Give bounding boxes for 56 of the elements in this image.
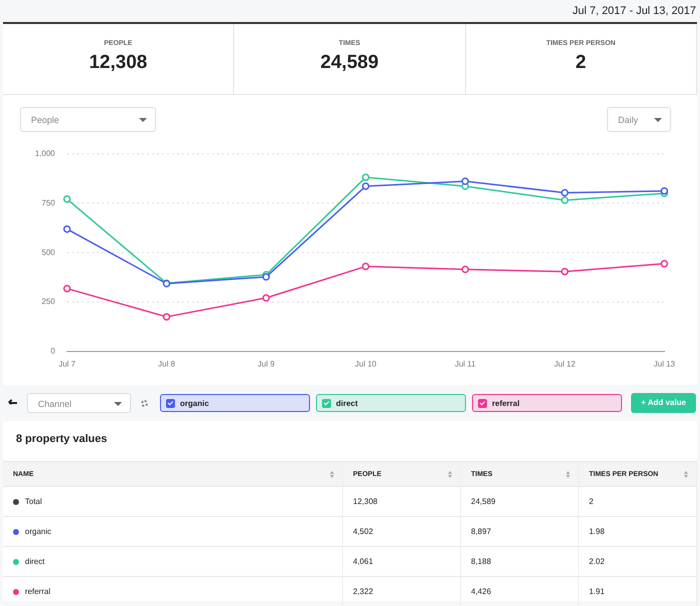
point [63, 225, 71, 233]
text: 4,061 [353, 557, 374, 566]
point [362, 262, 370, 270]
point [362, 174, 370, 182]
point [660, 187, 668, 195]
text: + Add value [641, 398, 686, 407]
y-tick-label: 500 [42, 248, 56, 257]
text: Channel [38, 399, 72, 409]
legend-label: direct [336, 398, 358, 408]
text: 2 [589, 497, 594, 506]
text: 24,589 [471, 497, 496, 506]
point [461, 178, 469, 186]
x-tick-label: Jul 11 [454, 359, 476, 368]
text: Daily [618, 115, 638, 125]
text: 4,502 [353, 527, 374, 536]
text: 8,188 [471, 557, 492, 566]
text: 1.91 [589, 587, 605, 596]
text: 8,897 [471, 527, 492, 536]
y-tick-label: 0 [50, 346, 56, 356]
text: 12,308 [88, 52, 148, 74]
point [561, 196, 569, 204]
text: People [31, 115, 60, 125]
text: referral [25, 587, 50, 596]
point [63, 195, 71, 203]
x-tick-label: Jul 7 [58, 359, 76, 368]
text: Jul 7, 2017 - Jul 13, 2017 [572, 5, 696, 17]
x-tick-label: Jul 8 [158, 359, 176, 368]
y-tick-label: 1,000 [34, 149, 56, 158]
text: organic [25, 527, 52, 536]
text: 4,426 [471, 587, 492, 596]
x-tick-label: Jul 10 [354, 359, 377, 368]
point [461, 266, 469, 274]
x-tick-label: Jul 13 [654, 359, 676, 368]
point [362, 182, 370, 190]
point [561, 268, 569, 276]
y-tick-label: 250 [42, 297, 56, 306]
point [660, 260, 668, 268]
point [262, 273, 270, 281]
text: 2,322 [353, 587, 374, 596]
text: 2.02 [589, 557, 605, 566]
text: 24,589 [319, 52, 380, 74]
point [63, 284, 71, 292]
text: direct [25, 557, 45, 566]
legend-label: referral [492, 398, 520, 408]
text: 2 [574, 52, 588, 74]
y-tick-label: 750 [42, 198, 56, 208]
x-tick-label: Jul 9 [258, 359, 276, 368]
text: Total [25, 497, 42, 506]
point [561, 188, 569, 196]
text: 8 property values [15, 432, 108, 447]
point [262, 294, 270, 302]
x-tick-label: Jul 12 [554, 359, 576, 368]
text: 1.98 [589, 527, 605, 536]
point [162, 313, 170, 321]
legend-label: organic [180, 398, 209, 408]
text: 12,308 [353, 497, 378, 506]
